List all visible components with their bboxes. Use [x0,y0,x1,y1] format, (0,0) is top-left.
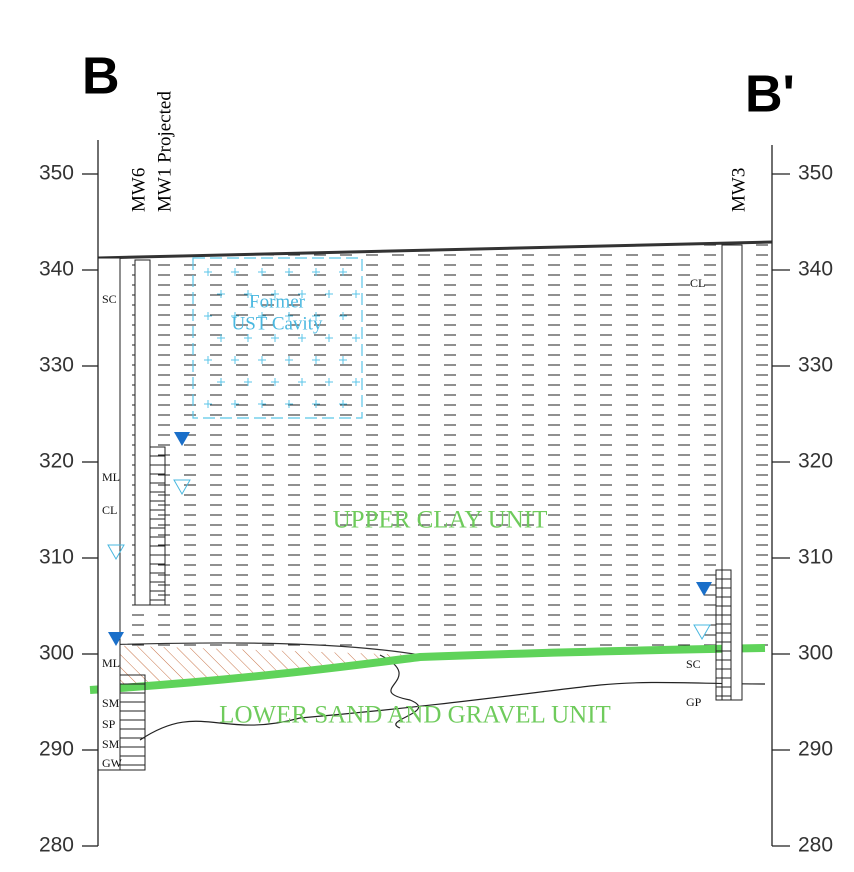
screen-slots [120,455,731,766]
plus [325,378,333,386]
ground-surface [97,240,773,260]
plus [258,356,266,364]
tick-label: 310 [798,546,833,569]
tick-label: 280 [39,834,74,857]
ust-cavity [192,257,363,419]
soil-code: SC [686,657,701,671]
plus [217,378,225,386]
plus [231,356,239,364]
tick-label: 320 [39,450,74,473]
plus [285,268,293,276]
plus [339,268,347,276]
plus [231,400,239,408]
soil-code: SM [102,696,120,710]
tick-label: 330 [798,354,833,377]
plus [352,290,360,298]
soil-code: SC [102,292,117,306]
tick-label: 340 [798,258,833,281]
screen [149,446,166,606]
tick-label: 310 [39,546,74,569]
plus [285,356,293,364]
plus [298,378,306,386]
clay-unit [98,242,772,655]
soil-code: ML [102,656,120,670]
boring-mw1 [134,259,151,606]
plus [352,334,360,342]
plus [258,312,266,320]
well-label: MW3 [728,168,749,212]
section-start: B [82,48,120,106]
tick-label: 300 [39,642,74,665]
contact [139,681,766,741]
tick-label: 280 [798,834,833,857]
plus [271,290,279,298]
screen [715,569,732,701]
screen [119,674,146,771]
plus [271,334,279,342]
plus [244,334,252,342]
plus [204,312,212,320]
tick-label: 350 [798,162,833,185]
soil-code: CL [102,503,117,517]
plus [312,356,320,364]
plus [325,334,333,342]
soil-code: CL [690,276,705,290]
plus [258,268,266,276]
plus [325,290,333,298]
tick-label: 340 [39,258,74,281]
plus [231,312,239,320]
tick-label: 290 [798,738,833,761]
backfill-symbols [204,268,360,408]
plus [204,356,212,364]
plus [231,268,239,276]
silt-lens [98,645,420,690]
plus [298,290,306,298]
plus [285,400,293,408]
soil-code: SM [102,737,120,751]
plus [244,378,252,386]
cavity-label: Former [249,291,306,312]
plus [339,312,347,320]
plus [339,356,347,364]
plus [244,290,252,298]
unit-label: LOWER SAND AND GRAVEL UNIT [219,702,611,729]
contact [379,654,420,729]
tick-label: 350 [39,162,74,185]
water-levels [107,432,712,646]
plus [352,378,360,386]
well-label: MW1 Projected [154,91,175,212]
plus [217,334,225,342]
tick-label: 330 [39,354,74,377]
plus [298,334,306,342]
unit-label: UPPER CLAY UNIT [333,507,548,534]
tick-label: 290 [39,738,74,761]
soil-code: GW [102,756,123,770]
plus [204,400,212,408]
plus [339,400,347,408]
tick-label: 300 [798,642,833,665]
plus [258,400,266,408]
soil-code: GP [686,695,702,709]
plus [312,312,320,320]
plus [285,312,293,320]
well-label: MW6 [128,168,149,212]
tick-label: 320 [798,450,833,473]
contact [97,642,421,656]
soil-code: ML [102,470,120,484]
cavity-label: UST Cavity [232,313,323,334]
boring-mw3 [721,244,743,701]
plus [204,268,212,276]
plus [312,268,320,276]
plus [217,290,225,298]
section-end: B' [745,66,795,124]
plus [312,400,320,408]
plus [271,378,279,386]
soil-code: SP [102,717,116,731]
clay-base [89,644,766,694]
